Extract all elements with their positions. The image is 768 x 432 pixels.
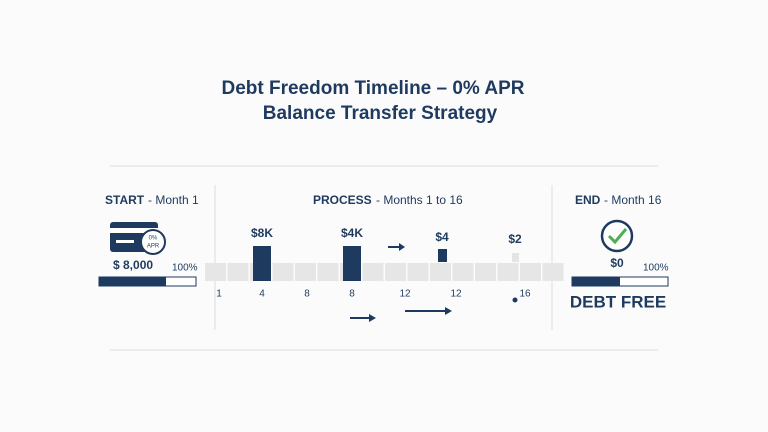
dot — [512, 297, 518, 303]
check-icon — [600, 219, 634, 253]
progress-fill — [572, 277, 620, 286]
title-line: Debt Freedom Timeline – 0% APR — [221, 78, 524, 99]
timeline-cell — [205, 263, 226, 281]
card-icon: 0% APR — [110, 222, 166, 255]
progress-fill — [99, 277, 166, 286]
timeline-cell — [542, 263, 564, 281]
timeline-cell — [295, 263, 316, 281]
percent: 100% — [643, 263, 669, 274]
axis-label: 12 — [450, 289, 462, 300]
card-apr: APR — [147, 244, 160, 250]
timeline-bar — [253, 246, 271, 281]
timeline-cell — [452, 263, 474, 281]
axis-label: 8 — [349, 289, 355, 300]
timeline-cell — [407, 263, 429, 281]
timeline-cell — [475, 263, 496, 281]
bar-label: $2 — [508, 232, 522, 246]
timeline-cell — [227, 263, 249, 281]
bar-label: $8K — [251, 226, 273, 240]
amount: $ 8,000 — [113, 258, 153, 272]
section-period: - Month 16 — [604, 193, 662, 207]
timeline-cell — [317, 263, 339, 281]
status: DEBT FREE — [570, 292, 666, 311]
timeline-cell — [272, 263, 294, 281]
axis-label: 1 — [216, 289, 222, 300]
section-period: - Month 1 — [148, 193, 199, 207]
timeline-bar — [512, 253, 519, 262]
axis-label: 4 — [259, 289, 265, 300]
timeline-bar — [438, 249, 447, 262]
axis-label: 8 — [304, 289, 310, 300]
timeline-cell — [430, 263, 451, 281]
card-rate: 0% — [149, 236, 158, 242]
axis-label: 16 — [519, 289, 531, 300]
amount: $0 — [610, 256, 624, 270]
bar-label: $4K — [341, 226, 363, 240]
title-line: Balance Transfer Strategy — [263, 103, 498, 124]
percent: 100% — [172, 263, 198, 274]
section-label: START — [105, 193, 145, 207]
timeline-cell — [497, 263, 519, 281]
timeline-cell — [385, 263, 406, 281]
arrows — [350, 243, 452, 322]
timeline-cell — [520, 263, 541, 281]
section-period: - Months 1 to 16 — [376, 193, 463, 207]
timeline-bar — [343, 246, 361, 281]
section-label: END — [575, 193, 601, 207]
section-label: PROCESS — [313, 193, 372, 207]
bar-label: $4 — [435, 230, 449, 244]
timeline-cell — [362, 263, 384, 281]
axis-label: 12 — [399, 289, 411, 300]
